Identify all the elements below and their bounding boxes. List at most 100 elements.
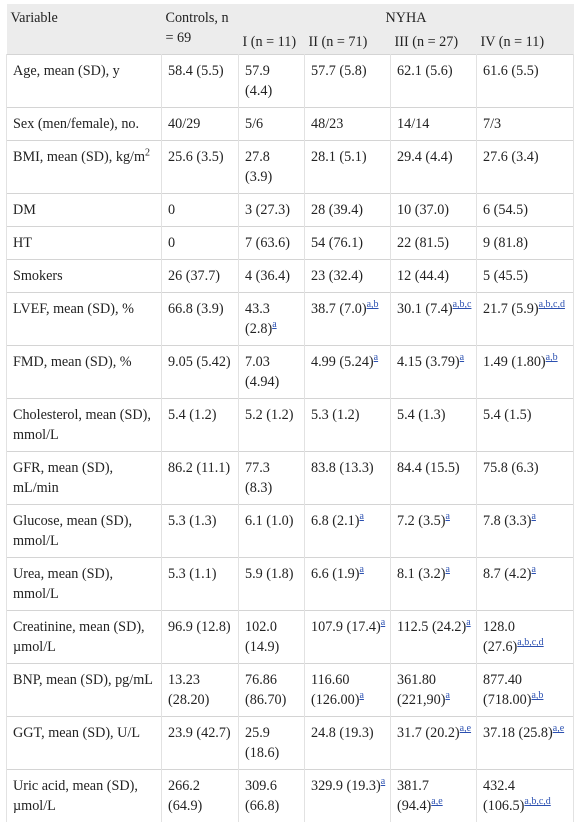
row-label: GFR, mean (SD), mL/min <box>7 452 162 505</box>
cell-value: 83.8 (13.3) <box>311 460 374 476</box>
footnote-link[interactable]: a <box>359 511 363 522</box>
cell-value: 309.6 (66.8) <box>245 778 279 814</box>
footnote-link[interactable]: a <box>381 776 385 787</box>
table-cell: 0 <box>162 227 239 260</box>
row-label-text: GGT, mean (SD), U/L <box>13 725 140 741</box>
cell-value: 77.3 (8.3) <box>245 460 272 496</box>
table-cell: 75.8 (6.3) <box>477 452 574 505</box>
row-label: BMI, mean (SD), kg/m2 <box>7 141 162 194</box>
table-cell: 61.6 (5.5) <box>477 55 574 108</box>
footnote-link[interactable]: a <box>359 690 363 701</box>
cell-value: 4.15 (3.79) <box>397 354 460 370</box>
cell-value: 5.4 (1.2) <box>168 407 216 423</box>
row-label-text: FMD, mean (SD), % <box>13 354 132 370</box>
table-cell: 27.6 (3.4) <box>477 141 574 194</box>
row-label: LVEF, mean (SD), % <box>7 293 162 346</box>
header-nyha: NYHA <box>239 4 574 30</box>
unit-exponent: 2 <box>145 147 150 158</box>
table-cell: 7.2 (3.5)a <box>391 505 477 558</box>
table-cell: 5.4 (1.3) <box>391 399 477 452</box>
footnote-link[interactable]: a <box>460 352 464 363</box>
table-cell: 43.3 (2.8)a <box>239 293 305 346</box>
cell-value: 24.8 (19.3) <box>311 725 374 741</box>
cell-value: 25.9 (18.6) <box>245 725 279 761</box>
cell-value: 116.60 (126.00) <box>311 672 359 708</box>
footnote-link[interactable]: a <box>374 352 378 363</box>
footnote-link[interactable]: a <box>272 319 276 330</box>
footnote-link[interactable]: a,b,c,d <box>539 299 565 310</box>
cell-value: 5.9 (1.8) <box>245 566 293 582</box>
footnote-link[interactable]: a,e <box>431 796 442 807</box>
footnote-link[interactable]: a,b,c,d <box>517 637 543 648</box>
cell-value: 31.7 (20.2) <box>397 725 460 741</box>
cell-value: 23 (32.4) <box>311 268 363 284</box>
cell-value: 13.23 (28.20) <box>168 672 209 708</box>
table-row: GFR, mean (SD), mL/min 86.2 (11.1) 77.3 (8… <box>7 452 574 505</box>
cell-value: 1.49 (1.80) <box>483 354 546 370</box>
table-cell: 6.8 (2.1)a <box>305 505 391 558</box>
footnote-link[interactable]: a,b <box>531 690 543 701</box>
header-class-3: III (n = 27) <box>391 30 477 55</box>
row-label-text: LVEF, mean (SD), % <box>13 301 134 317</box>
cell-value: 66.8 (3.9) <box>168 301 224 317</box>
footnote-link[interactable]: a <box>531 511 535 522</box>
cell-value: 37.18 (25.8) <box>483 725 553 741</box>
footnote-link[interactable]: a <box>381 617 385 628</box>
cell-value: 12 (44.4) <box>397 268 449 284</box>
table-cell: 28 (39.4) <box>305 194 391 227</box>
table-cell: 31.7 (20.2)a,e <box>391 717 477 770</box>
footnote-link[interactable]: a <box>445 511 449 522</box>
cell-value: 5/6 <box>245 116 263 132</box>
row-label-text: GFR, mean (SD), mL/min <box>13 460 113 496</box>
cell-value: 84.4 (15.5) <box>397 460 460 476</box>
row-label: GGT, mean (SD), U/L <box>7 717 162 770</box>
footnote-link[interactable]: a <box>531 564 535 575</box>
cell-value: 86.2 (11.1) <box>168 460 230 476</box>
table-cell: 5 (45.5) <box>477 260 574 293</box>
cell-value: 102.0 (14.9) <box>245 619 279 655</box>
footnote-link[interactable]: a,b,c,d <box>524 796 550 807</box>
cell-value: 29.4 (4.4) <box>397 149 453 165</box>
cell-value: 6.6 (1.9) <box>311 566 359 582</box>
header-controls: Controls, n = 69 <box>162 4 239 55</box>
table-cell: 76.86 (86.70) <box>239 664 305 717</box>
cell-value: 27.8 (3.9) <box>245 149 272 185</box>
row-label: Age, mean (SD), y <box>7 55 162 108</box>
table-cell: 25.6 (3.5) <box>162 141 239 194</box>
cell-value: 5.2 (1.2) <box>245 407 293 423</box>
footnote-link[interactable]: a,e <box>460 723 471 734</box>
row-label-text: BMI, mean (SD), kg/m <box>13 149 145 165</box>
table-cell: 57.9 (4.4) <box>239 55 305 108</box>
table-cell: 23.9 (42.7) <box>162 717 239 770</box>
row-label-text: HT <box>13 235 32 251</box>
table-cell: 37.18 (25.8)a,e <box>477 717 574 770</box>
header-class-1: I (n = 11) <box>239 30 305 55</box>
table-cell: 26 (37.7) <box>162 260 239 293</box>
table-cell: 4.15 (3.79)a <box>391 346 477 399</box>
cell-value: 61.6 (5.5) <box>483 63 539 79</box>
table-cell: 6.6 (1.9)a <box>305 558 391 611</box>
table-cell: 5.3 (1.3) <box>162 505 239 558</box>
cell-value: 62.1 (5.6) <box>397 63 453 79</box>
table-cell: 7/3 <box>477 108 574 141</box>
cell-value: 329.9 (19.3) <box>311 778 381 794</box>
header-class-4: IV (n = 11) <box>477 30 574 55</box>
cell-value: 57.9 (4.4) <box>245 63 272 99</box>
table-cell: 38.7 (7.0)a,b <box>305 293 391 346</box>
row-label-text: Glucose, mean (SD), mmol/L <box>13 513 132 549</box>
cell-value: 7.2 (3.5) <box>397 513 445 529</box>
footnote-link[interactable]: a,e <box>553 723 564 734</box>
footnote-link[interactable]: a <box>445 690 449 701</box>
footnote-link[interactable]: a,b <box>546 352 558 363</box>
footnote-link[interactable]: a,b <box>367 299 379 310</box>
footnote-link[interactable]: a,b,c <box>453 299 472 310</box>
footnote-link[interactable]: a <box>445 564 449 575</box>
table-cell: 14/14 <box>391 108 477 141</box>
footnote-link[interactable]: a <box>359 564 363 575</box>
table-cell: 40/29 <box>162 108 239 141</box>
table-cell: 96.9 (12.8) <box>162 611 239 664</box>
footnote-link[interactable]: a <box>466 617 470 628</box>
